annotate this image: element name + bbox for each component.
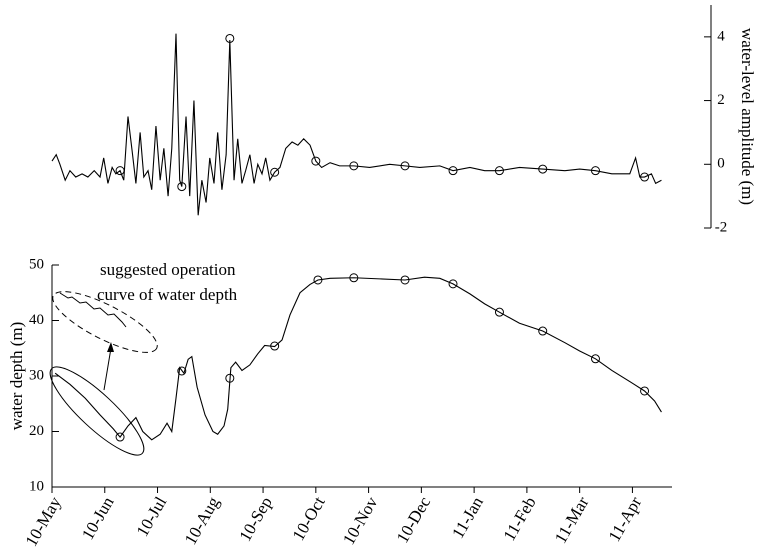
y-tick-label: 40 [29,312,44,328]
marker [538,326,548,336]
annotation: suggested operation [100,260,236,279]
marker [115,166,125,176]
suggested-curve [59,292,127,328]
y-tick-label: 0 [717,156,725,172]
marker [400,161,410,171]
arrow [103,347,112,391]
x-tick-label: 11-Jan [448,493,487,542]
marker [640,386,650,396]
y-tick-label: -2 [715,219,728,235]
y-tick-label: 20 [29,423,44,439]
marker [538,164,548,174]
y-tick-label: 2 [717,92,725,108]
marker [270,167,280,177]
marker [349,161,359,171]
x-tick-label: 10-Sep [235,493,276,544]
arrow-head [107,342,114,352]
marker [349,273,359,283]
data-line [51,33,662,216]
x-tick-label: 10-Jun [78,493,118,543]
x-tick-label: 11-Mar [551,493,593,546]
marker [494,307,504,317]
annotation: curve of water depth [97,285,238,304]
x-tick-label: 10-May [21,493,65,550]
marker [270,341,280,351]
y-tick-label: 30 [29,367,44,383]
x-tick-label: 10-Dec [393,493,435,546]
marker [177,366,187,376]
x-tick-label: 11-Apr [605,493,646,545]
marker [225,373,235,383]
marker [400,275,410,285]
y-tick-label: 50 [29,256,44,272]
y-axis-label: water depth (m) [7,322,26,431]
marker [590,354,600,364]
marker [494,166,504,176]
x-tick-label: 11-Feb [500,493,540,544]
marker [115,432,125,442]
marker [225,33,235,43]
y-tick-label: 4 [717,28,725,44]
x-tick-label: 10-Oct [289,493,329,544]
marker [640,172,650,182]
suggested-ellipse [52,291,158,353]
marker [448,279,458,289]
marker [177,182,187,192]
y-axis-label: water-level amplitude (m) [738,28,757,205]
marker [313,275,323,285]
marker [448,166,458,176]
marker [311,156,321,166]
x-tick-label: 10-Aug [181,493,224,548]
marker [590,166,600,176]
x-tick-label: 10-Jul [133,493,171,540]
y-tick-label: 10 [29,478,44,494]
data-line [54,276,662,441]
x-tick-label: 10-Nov [339,493,382,548]
